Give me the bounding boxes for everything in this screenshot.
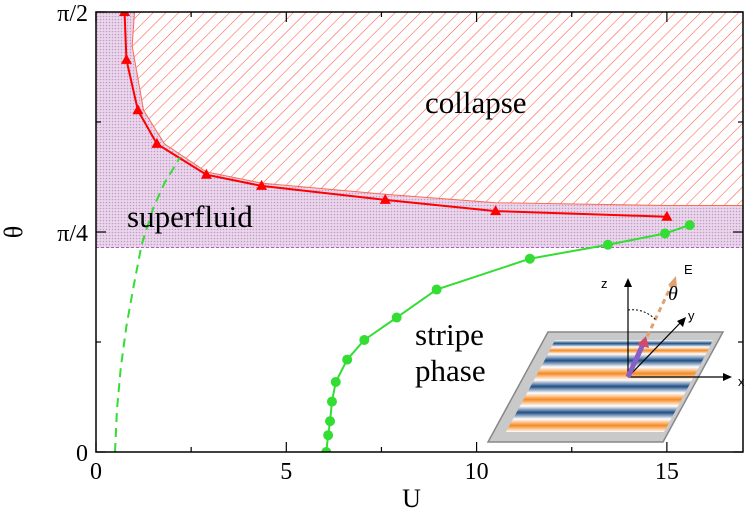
data-point-circle: [391, 312, 402, 323]
inset-dipole: [625, 340, 647, 379]
data-point-circle: [359, 334, 370, 345]
data-point-triangle: [132, 104, 144, 115]
x-tick-label: 15: [655, 459, 679, 485]
series-line-2: [114, 157, 181, 452]
axes: [95, 11, 744, 453]
data-point-triangle: [119, 12, 131, 16]
phase-regions: [96, 12, 743, 249]
data-point-circle: [602, 239, 613, 250]
x-tick-label: 10: [465, 459, 489, 485]
data-point-triangle: [120, 53, 132, 64]
region-label-collapse: collapse: [425, 85, 527, 120]
data-point-circle: [330, 376, 341, 387]
inset-label-z: z: [601, 276, 608, 291]
inset-schematic: [486, 276, 732, 443]
y-tick-label: π/2: [57, 1, 88, 27]
inset-label-y: y: [688, 308, 695, 323]
x-tick-label: 0: [90, 459, 102, 485]
data-point-circle: [684, 220, 695, 231]
x-axis-label: U: [402, 484, 421, 511]
data-point-triangle: [200, 168, 212, 179]
y-axis-label: θ: [0, 226, 28, 238]
data-point-circle: [342, 354, 353, 365]
region-label-stripe-line2: phase: [415, 353, 486, 388]
y-tick-label: π/4: [57, 221, 88, 247]
data-point-triangle: [490, 205, 502, 216]
data-point-circle: [431, 284, 442, 295]
data-point-triangle: [151, 137, 163, 148]
data-point-circle: [323, 430, 334, 441]
data-point-circle: [524, 253, 535, 264]
inset-stripes: [506, 340, 713, 432]
inset-theta-arc: [627, 309, 657, 321]
data-point-circle: [326, 396, 337, 407]
region-label-superfluid: superfluid: [127, 199, 253, 234]
inset-label-x: x: [738, 374, 745, 389]
data-point-triangle: [256, 179, 268, 190]
data-point-circle: [321, 447, 332, 452]
data-point-triangle: [661, 210, 673, 221]
region-label-stripe-line1: stripe: [415, 317, 484, 352]
inset-label-e: E: [684, 262, 693, 277]
collapse-region: [131, 12, 743, 207]
data-point-circle: [325, 416, 336, 427]
data-point-triangle: [379, 193, 391, 204]
inset-y-axis: [627, 319, 684, 378]
x-tick-label: 5: [280, 459, 292, 485]
inset-label-theta: θ: [668, 283, 678, 305]
y-tick-label: 0: [76, 441, 88, 467]
data-point-circle: [659, 228, 670, 239]
series-layer: [114, 12, 695, 452]
